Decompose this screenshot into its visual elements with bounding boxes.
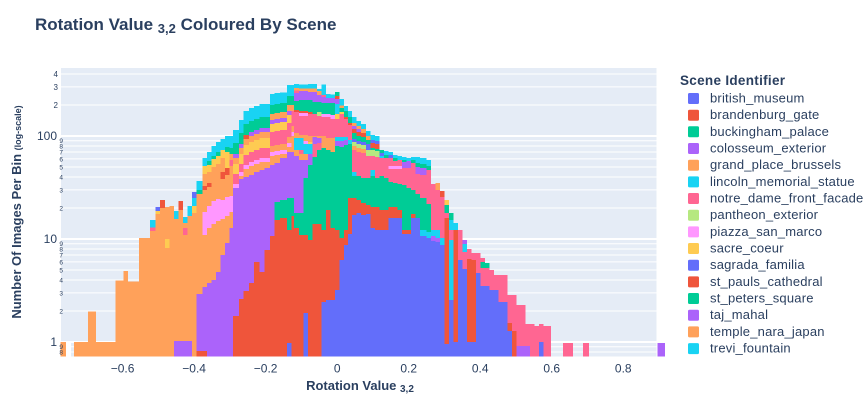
svg-text:−0.4: −0.4 [182, 362, 206, 376]
svg-text:5: 5 [59, 165, 63, 172]
svg-text:3: 3 [54, 83, 59, 92]
svg-text:notre_dame_front_facade: notre_dame_front_facade [710, 191, 863, 206]
svg-text:buckingham_palace: buckingham_palace [710, 124, 829, 139]
svg-text:9: 9 [59, 344, 63, 351]
svg-text:pantheon_exterior: pantheon_exterior [710, 207, 819, 222]
svg-text:1: 1 [50, 335, 57, 349]
svg-text:8: 8 [59, 349, 63, 356]
svg-text:2: 2 [54, 101, 59, 110]
svg-text:0.4: 0.4 [472, 362, 489, 376]
svg-text:7: 7 [59, 149, 63, 156]
svg-text:8: 8 [59, 143, 63, 150]
svg-text:4: 4 [54, 70, 59, 79]
svg-text:7: 7 [59, 252, 63, 259]
svg-text:100: 100 [37, 129, 57, 143]
svg-text:taj_mahal: taj_mahal [710, 307, 768, 322]
svg-text:2: 2 [59, 205, 63, 212]
svg-text:grand_place_brussels: grand_place_brussels [710, 157, 841, 172]
svg-text:4: 4 [59, 277, 63, 284]
svg-text:0.2: 0.2 [400, 362, 417, 376]
svg-text:0.6: 0.6 [543, 362, 560, 376]
svg-text:6: 6 [59, 259, 63, 266]
svg-text:3: 3 [59, 187, 63, 194]
svg-text:st_peters_square: st_peters_square [710, 291, 814, 306]
svg-text:sagrada_familia: sagrada_familia [710, 257, 805, 272]
svg-text:lincoln_memorial_statue: lincoln_memorial_statue [710, 174, 855, 189]
svg-text:−0.6: −0.6 [111, 362, 135, 376]
svg-text:5: 5 [59, 268, 63, 275]
svg-text:colosseum_exterior: colosseum_exterior [710, 141, 827, 156]
svg-text:trevi_fountain: trevi_fountain [710, 341, 791, 356]
svg-text:brandenburg_gate: brandenburg_gate [710, 107, 819, 122]
svg-text:−0.2: −0.2 [254, 362, 278, 376]
svg-text:Scene Identifier: Scene Identifier [680, 73, 786, 88]
svg-text:sacre_coeur: sacre_coeur [710, 241, 784, 256]
svg-text:0: 0 [334, 362, 341, 376]
svg-text:piazza_san_marco: piazza_san_marco [710, 224, 822, 239]
svg-text:Number Of Images Per Bin (log-: Number Of Images Per Bin (log-scale) [9, 105, 24, 318]
svg-text:6: 6 [59, 156, 63, 163]
svg-text:british_museum: british_museum [710, 91, 805, 106]
svg-text:temple_nara_japan: temple_nara_japan [710, 324, 825, 339]
svg-text:8: 8 [59, 246, 63, 253]
svg-text:9: 9 [59, 138, 63, 145]
svg-text:st_pauls_cathedral: st_pauls_cathedral [710, 274, 823, 289]
svg-text:0.8: 0.8 [615, 362, 632, 376]
svg-text:2: 2 [59, 308, 63, 315]
svg-text:Rotation Value 3,2 Coloured By: Rotation Value 3,2 Coloured By Scene [35, 15, 336, 36]
svg-text:Rotation Value 3,2: Rotation Value 3,2 [306, 378, 414, 395]
svg-text:9: 9 [59, 241, 63, 248]
svg-text:10: 10 [44, 232, 58, 246]
svg-text:4: 4 [59, 174, 63, 181]
svg-text:3: 3 [59, 290, 63, 297]
